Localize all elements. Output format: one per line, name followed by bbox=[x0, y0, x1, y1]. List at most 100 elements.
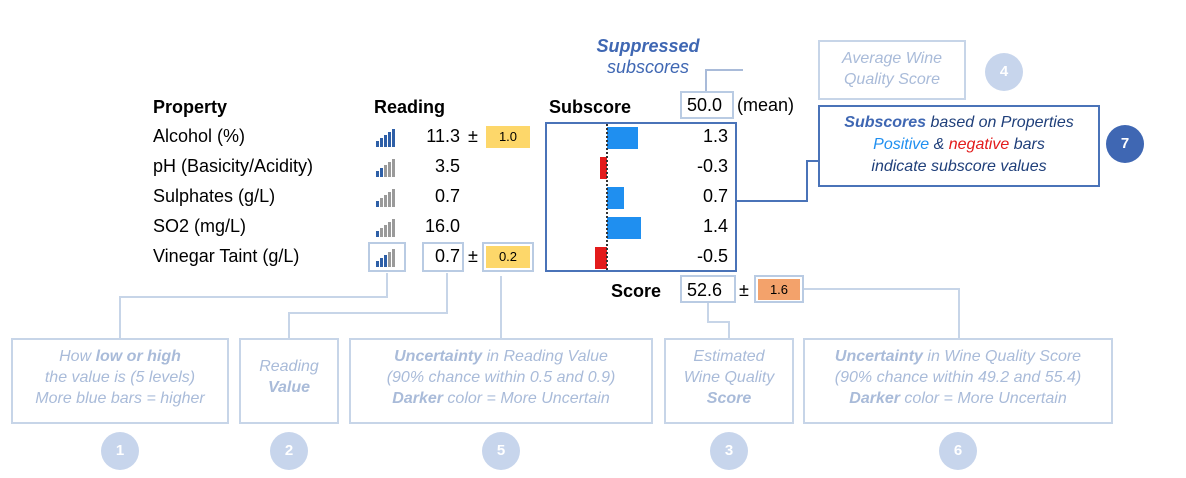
level-bar bbox=[392, 159, 395, 177]
suppressed-label: Suppressed subscores bbox=[578, 36, 718, 78]
plusminus: ± bbox=[468, 246, 478, 266]
connector-1-v2 bbox=[119, 296, 121, 338]
level-bar bbox=[380, 228, 383, 237]
callout-6-number: 6 bbox=[939, 432, 977, 470]
callout-1-number: 1 bbox=[101, 432, 139, 470]
callout-7-connector-v bbox=[806, 160, 808, 202]
callout-7-positive: Positive bbox=[873, 136, 930, 153]
callout-subscores: Subscores based on Properties Positive &… bbox=[818, 105, 1100, 187]
reading-value: 11.3 bbox=[426, 126, 460, 146]
level-bars-icon bbox=[376, 187, 398, 207]
callout-7-line1-rest: based on Properties bbox=[926, 114, 1074, 131]
subscore-value: 1.4 bbox=[702, 216, 728, 236]
connector-6-h bbox=[804, 288, 960, 290]
plusminus: ± bbox=[468, 126, 478, 146]
level-bar bbox=[388, 162, 391, 177]
callout-estimated-score: Estimated Wine Quality Score bbox=[664, 338, 794, 424]
subscore-value: 0.7 bbox=[702, 186, 728, 206]
level-bar bbox=[392, 189, 395, 207]
callout-7-bars: bars bbox=[1009, 136, 1045, 153]
callout-7-line3: indicate subscore values bbox=[871, 158, 1047, 175]
callout-6-line2: (90% chance within 49.2 and 55.4) bbox=[834, 369, 1082, 386]
connector-6-v bbox=[958, 288, 960, 338]
header-reading: Reading bbox=[374, 97, 446, 117]
level-bar bbox=[384, 165, 387, 177]
callout-level: How low or high the value is (5 levels) … bbox=[11, 338, 229, 424]
property-label: Alcohol (%) bbox=[153, 126, 246, 146]
reading-value: 16.0 bbox=[424, 216, 460, 236]
suppressed-title: Suppressed bbox=[596, 36, 700, 56]
level-bar bbox=[376, 231, 379, 237]
callout-3-line3: Score bbox=[706, 390, 752, 407]
connector-2-v1 bbox=[446, 273, 448, 313]
property-label: Sulphates (g/L) bbox=[153, 186, 276, 206]
connector-2-v2 bbox=[288, 312, 290, 338]
callout-7-subscores: Subscores bbox=[844, 114, 927, 131]
callout-reading-uncertainty: Uncertainty in Reading Value (90% chance… bbox=[349, 338, 653, 424]
level-bars-icon bbox=[376, 217, 398, 237]
callout-5-number: 5 bbox=[482, 432, 520, 470]
level-bar bbox=[380, 258, 383, 267]
level-bar bbox=[388, 192, 391, 207]
level-bar bbox=[384, 225, 387, 237]
score-uncertainty-frame bbox=[754, 275, 804, 303]
positive-subscore-bar bbox=[607, 127, 639, 149]
score-plusminus: ± bbox=[739, 280, 749, 300]
callout-6-line3-rest: color = More Uncertain bbox=[899, 390, 1067, 407]
callout-3-line1: Estimated bbox=[693, 348, 765, 365]
callout-1-how: How bbox=[59, 348, 96, 365]
header-subscore: Subscore bbox=[549, 97, 632, 117]
level-bar bbox=[376, 201, 379, 207]
property-label: SO2 (mg/L) bbox=[153, 216, 247, 236]
header-property: Property bbox=[153, 97, 228, 117]
level-bar bbox=[388, 132, 391, 147]
reading-uncertainty-frame bbox=[482, 242, 534, 272]
suppressed-connector-h bbox=[705, 69, 743, 71]
reading-value: 0.7 bbox=[434, 186, 460, 206]
level-bar bbox=[384, 255, 387, 267]
callout-7-connector-h2 bbox=[806, 160, 820, 162]
subscore-frame bbox=[545, 122, 737, 272]
level-bar bbox=[392, 249, 395, 267]
mean-box bbox=[680, 91, 734, 119]
positive-subscore-bar bbox=[607, 217, 641, 239]
level-bars-icon bbox=[376, 247, 398, 267]
score-label: Score bbox=[611, 281, 662, 301]
reading-value: 0.7 bbox=[434, 246, 460, 266]
level-bar bbox=[376, 261, 379, 267]
callout-1-low-high: low or high bbox=[95, 348, 181, 365]
connector-3-v2 bbox=[728, 321, 730, 338]
callout-4-line1: Average Wine bbox=[841, 50, 943, 67]
positive-subscore-bar bbox=[607, 187, 624, 209]
reading-value: 3.5 bbox=[434, 156, 460, 176]
level-bar bbox=[376, 171, 379, 177]
subscore-value: -0.3 bbox=[696, 156, 728, 176]
level-bar bbox=[380, 168, 383, 177]
callout-6-line1-rest: in Wine Quality Score bbox=[922, 348, 1082, 365]
level-bar bbox=[380, 138, 383, 147]
level-bar bbox=[380, 198, 383, 207]
connector-3-h bbox=[707, 321, 729, 323]
connector-5-v bbox=[500, 276, 502, 338]
score-value: 52.6 bbox=[687, 280, 723, 300]
callout-1-line2: the value is (5 levels) bbox=[44, 369, 196, 386]
callout-7-negative: negative bbox=[948, 136, 1010, 153]
callout-1-line3: More blue bars = higher bbox=[35, 390, 205, 407]
callout-2-line1: Reading bbox=[259, 358, 319, 375]
callout-4-number: 4 bbox=[985, 53, 1023, 91]
subscore-value: -0.5 bbox=[696, 246, 728, 266]
property-label: Vinegar Taint (g/L) bbox=[153, 246, 300, 266]
level-bar bbox=[384, 195, 387, 207]
mean-value: 50.0 bbox=[687, 95, 723, 115]
connector-2-h bbox=[288, 312, 448, 314]
suppressed-connector bbox=[705, 69, 707, 93]
mean-label: (mean) bbox=[737, 95, 795, 115]
callout-7-number: 7 bbox=[1106, 125, 1144, 163]
level-bar bbox=[388, 252, 391, 267]
callout-2-line2: Value bbox=[267, 379, 311, 396]
callout-3-line2: Wine Quality bbox=[683, 369, 775, 386]
reading-uncertainty: 0.2 bbox=[486, 246, 530, 268]
callout-5-line1-rest: in Reading Value bbox=[482, 348, 608, 365]
suppressed-subtitle: subscores bbox=[606, 57, 690, 77]
level-bar bbox=[388, 222, 391, 237]
